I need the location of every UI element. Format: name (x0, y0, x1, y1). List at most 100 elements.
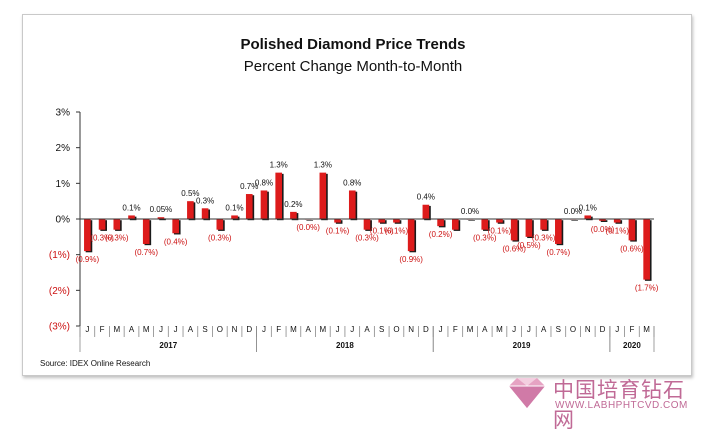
data-label: 0.1% (122, 203, 140, 212)
y-tick-label: 1% (56, 179, 71, 190)
data-label: 0.2% (284, 200, 302, 209)
bar (628, 219, 636, 241)
month-label: A (188, 325, 194, 334)
data-label: (0.3%) (105, 234, 129, 243)
year-label: 2019 (513, 341, 531, 350)
month-label: M (643, 325, 650, 334)
month-label: S (202, 325, 207, 334)
data-label: (0.2%) (429, 230, 453, 239)
bar (378, 219, 386, 223)
month-label: M (467, 325, 474, 334)
data-label: 0.8% (255, 178, 273, 187)
bar-shadow (600, 220, 608, 222)
bar (407, 219, 415, 252)
month-label: S (556, 325, 561, 334)
month-label: N (232, 325, 238, 334)
bar (201, 208, 209, 219)
bar (496, 219, 503, 223)
y-tick-label: 0% (56, 215, 71, 226)
month-label: A (305, 325, 311, 334)
month-label: D (423, 325, 429, 334)
year-label: 2018 (336, 341, 354, 350)
data-label: (0.7%) (134, 248, 158, 257)
data-label: (0.3%) (90, 234, 114, 243)
data-label: (0.3%) (208, 234, 232, 243)
data-label: 0.1% (225, 203, 243, 212)
bar (231, 215, 238, 219)
bar (348, 190, 356, 219)
data-label: 0.7% (240, 182, 258, 191)
data-label: 0.8% (343, 178, 361, 187)
month-label: F (453, 325, 458, 334)
year-label: 2020 (623, 341, 641, 350)
month-label: J (439, 325, 443, 334)
data-label: 1.3% (314, 161, 332, 170)
y-tick-label: (1%) (49, 250, 70, 261)
data-label: 0.0% (564, 207, 582, 216)
month-label: J (527, 325, 531, 334)
source-note: Source: IDEX Online Research (40, 359, 151, 368)
month-label: J (174, 325, 178, 334)
month-label: F (100, 325, 105, 334)
bar (98, 219, 106, 230)
month-label: A (129, 325, 135, 334)
data-label: (0.3%) (473, 234, 497, 243)
month-label: F (276, 325, 281, 334)
data-label: 0.4% (417, 193, 435, 202)
bar (187, 201, 194, 219)
data-label: (0.1%) (385, 227, 409, 236)
bar (216, 219, 224, 230)
data-label: (0.1%) (488, 227, 512, 236)
month-label: J (350, 325, 354, 334)
month-label: O (217, 325, 223, 334)
data-label: 0.05% (150, 205, 173, 214)
data-label: (0.1%) (326, 227, 350, 236)
data-label: (0.3%) (532, 234, 556, 243)
month-label: M (290, 325, 297, 334)
chart-subtitle: Percent Change Month-to-Month (243, 58, 463, 75)
data-label: (0.4%) (164, 237, 188, 246)
bar (393, 219, 400, 223)
month-label: J (336, 325, 340, 334)
bar (481, 219, 489, 230)
month-label: M (496, 325, 503, 334)
bar (613, 219, 621, 223)
bar (157, 217, 165, 219)
month-label: J (85, 325, 89, 334)
data-label: (0.7%) (547, 248, 571, 257)
month-label: M (113, 325, 120, 334)
bar (245, 194, 253, 219)
month-label: J (615, 325, 619, 334)
bar (643, 219, 650, 280)
bar (584, 215, 592, 219)
month-label: N (408, 325, 414, 334)
month-label: D (600, 325, 606, 334)
bar (437, 219, 444, 227)
data-label: 0.0% (461, 207, 479, 216)
bar (172, 219, 179, 234)
data-label: (0.5%) (517, 241, 541, 250)
data-label: (0.9%) (76, 255, 100, 264)
month-label: A (482, 325, 488, 334)
bar-chart: 3%2%1%0%(1%)(2%)(3%)(0.9%)(0.3%)(0.3%)0.… (49, 108, 659, 352)
bar (319, 172, 327, 219)
data-label: (1.7%) (635, 284, 659, 293)
y-tick-label: 3% (56, 108, 71, 119)
y-tick-label: 2% (56, 143, 71, 154)
bar-shadow (571, 220, 578, 221)
bar (275, 172, 283, 219)
bar (599, 219, 606, 221)
month-label: J (512, 325, 516, 334)
watermark-url: WWW.LABHPHTCVD.COM (555, 400, 688, 411)
bar (540, 219, 547, 230)
data-label: 0.5% (181, 189, 199, 198)
data-label: (0.3%) (355, 234, 379, 243)
month-label: D (246, 325, 252, 334)
bar (290, 211, 297, 219)
data-label: 0.3% (196, 196, 214, 205)
bar (128, 215, 135, 219)
month-label: M (320, 325, 327, 334)
y-tick-label: (2%) (49, 286, 70, 297)
month-label: J (262, 325, 266, 334)
bar (142, 219, 150, 244)
